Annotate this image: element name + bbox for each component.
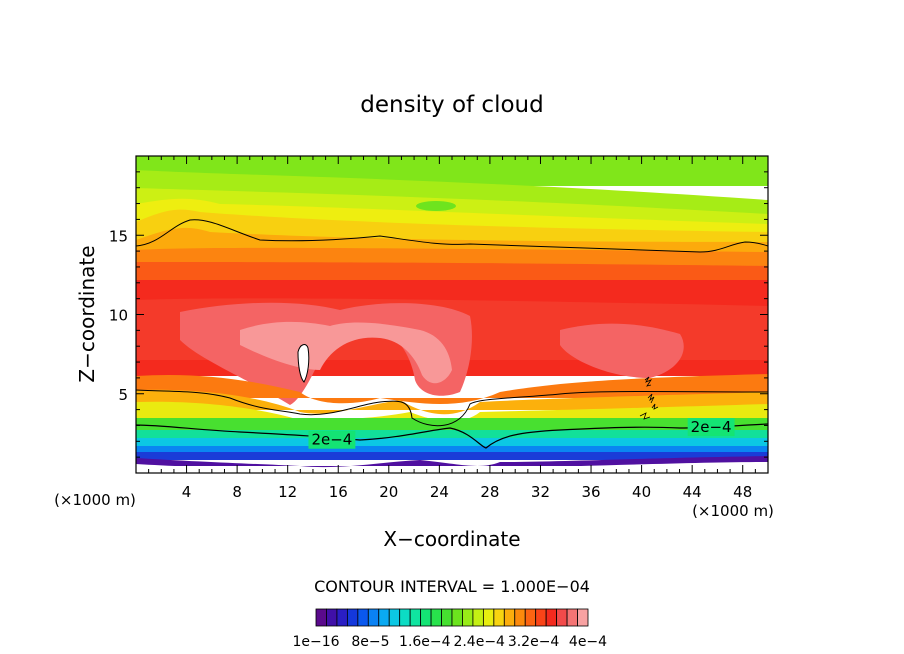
colorbar-swatch [493, 608, 505, 627]
colorbar-swatch [409, 608, 422, 627]
colorbar-label: 3.2e−4 [508, 634, 560, 650]
x-tick-label: 24 [430, 483, 449, 501]
chart-title: density of cloud [360, 92, 543, 118]
x-axis-ticks: 4 8 12 16 20 24 28 32 36 40 44 48 [148, 156, 756, 501]
colorbar-swatch [378, 608, 390, 627]
contour-labels: 2e−4 2e−4 [308, 418, 735, 449]
contour-2e-4 [136, 423, 768, 449]
contour-label: 2e−4 [691, 418, 732, 436]
colorbar-swatch [315, 608, 327, 627]
x-tick-label: 28 [480, 483, 499, 501]
colorbar-swatch [472, 608, 484, 627]
x-tick-label: 32 [531, 483, 550, 501]
colorbar-swatch [367, 608, 380, 627]
colorbar-swatch [420, 608, 432, 627]
colorbar-swatch [336, 608, 348, 627]
colorbar-swatch [503, 608, 516, 627]
x-tick-label: 20 [379, 483, 398, 501]
heatmap-field [136, 156, 768, 473]
contour-interval: CONTOUR INTERVAL = 1.000E−04 [314, 577, 590, 596]
colorbar-swatch [524, 608, 537, 627]
x-tick-label: 44 [683, 483, 702, 501]
colorbar-label: 2.4e−4 [453, 634, 505, 650]
cloud-hole [297, 344, 310, 383]
band-low-cyan [136, 438, 768, 448]
colorbar-swatch [462, 608, 474, 627]
y-tick-label: 5 [118, 386, 128, 404]
colorbar-swatch [566, 608, 578, 627]
colorbar-swatch [346, 608, 359, 627]
colorbar-swatch [556, 608, 568, 627]
colorbar-swatch [388, 608, 401, 627]
contour-label-bg [308, 430, 356, 449]
band-low-sky [136, 446, 768, 454]
colorbar-swatch [535, 608, 547, 627]
colorbar-swatch [357, 608, 369, 627]
x-tick-label: 4 [182, 483, 192, 501]
x-axis-title: X−coordinate [383, 527, 520, 551]
colorbar-swatch [430, 608, 442, 627]
contour-lower [136, 389, 768, 427]
band-low-teal [136, 430, 768, 440]
y-axis-ticks: 5 10 15 [109, 171, 768, 458]
x-tick-label: 8 [232, 483, 242, 501]
colorbar-swatch [451, 608, 463, 627]
y-tick-label: 10 [109, 307, 128, 325]
band-light-pink [240, 321, 452, 384]
colorbar-swatch [482, 608, 495, 627]
colorbar-label: 1e−16 [292, 634, 339, 650]
colorbar-label: 4e−4 [569, 634, 607, 650]
x-tick-label: 36 [581, 483, 600, 501]
x-tick-label: 40 [632, 483, 651, 501]
y-tick-label: 15 [109, 227, 128, 245]
colorbar [315, 608, 589, 627]
band-right-pink [560, 323, 684, 378]
colorbar-label: 1.6e−4 [399, 634, 451, 650]
x-tick-label: 12 [278, 483, 297, 501]
band-low-yellow [136, 401, 768, 422]
band-low-blue [136, 452, 768, 460]
band-low-green [136, 418, 768, 432]
speckle-region [639, 376, 659, 420]
x-units-left: (×1000 m) [54, 491, 136, 509]
colorbar-labels: 1e−16 8e−5 1.6e−4 2.4e−4 3.2e−4 4e−4 [292, 634, 607, 650]
x-tick-label: 16 [329, 483, 348, 501]
band-low-purple [136, 456, 768, 468]
green-patch [416, 201, 456, 211]
band-low-gold [136, 389, 768, 415]
y-axis-title: Z−coordinate [75, 245, 99, 382]
colorbar-swatch [441, 608, 453, 627]
band-base-white [136, 462, 768, 473]
contour-label-bg [687, 418, 735, 437]
contour-upper [136, 219, 768, 253]
colorbar-swatch [577, 608, 589, 627]
colorbar-swatch [399, 608, 411, 627]
x-units-right: (×1000 m) [692, 502, 774, 520]
x-tick-label: 48 [733, 483, 752, 501]
colorbar-swatch [545, 608, 558, 627]
colorbar-swatch [514, 608, 526, 627]
colorbar-swatch [326, 608, 338, 627]
contour-label: 2e−4 [311, 431, 352, 449]
colorbar-label: 8e−5 [351, 634, 389, 650]
band-low-orange [136, 374, 768, 404]
